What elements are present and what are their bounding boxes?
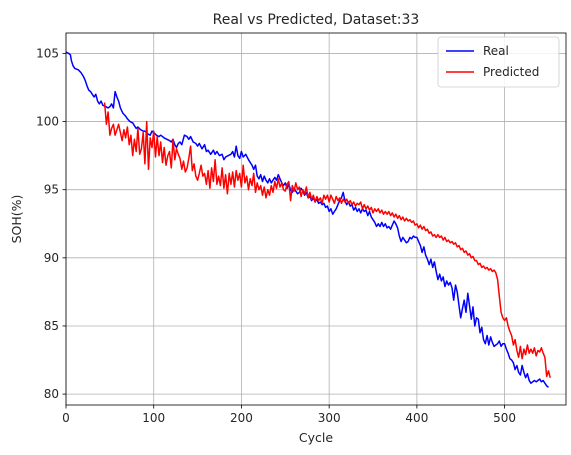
series-group — [65, 51, 551, 388]
x-tick-label: 200 — [230, 411, 253, 425]
legend-label-real: Real — [483, 44, 509, 58]
x-tick-label: 500 — [493, 411, 516, 425]
y-tick-label: 100 — [36, 115, 59, 129]
series-line-predicted — [103, 102, 551, 378]
x-axis-label: Cycle — [299, 430, 333, 445]
chart-title: Real vs Predicted, Dataset:33 — [213, 12, 420, 28]
x-tick-label: 400 — [405, 411, 428, 425]
y-tick-label: 80 — [44, 387, 59, 401]
plot-frame — [65, 32, 567, 406]
y-tick-label: 105 — [36, 46, 59, 60]
grid — [65, 33, 566, 405]
legend-label-predicted: Predicted — [483, 65, 539, 79]
y-tick-label: 90 — [44, 251, 59, 265]
axes: 0 100 200 300 400 500 80 85 90 95 100 105 — [36, 32, 567, 425]
x-tick-label: 0 — [62, 411, 70, 425]
x-tick-label: 300 — [318, 411, 341, 425]
y-tick-label: 85 — [44, 319, 59, 333]
x-tick-label: 100 — [142, 411, 165, 425]
legend-box — [437, 36, 560, 88]
y-axis-label: SOH(%) — [9, 195, 24, 244]
legend: Real Predicted — [437, 36, 560, 88]
y-tick-label: 95 — [44, 183, 59, 197]
